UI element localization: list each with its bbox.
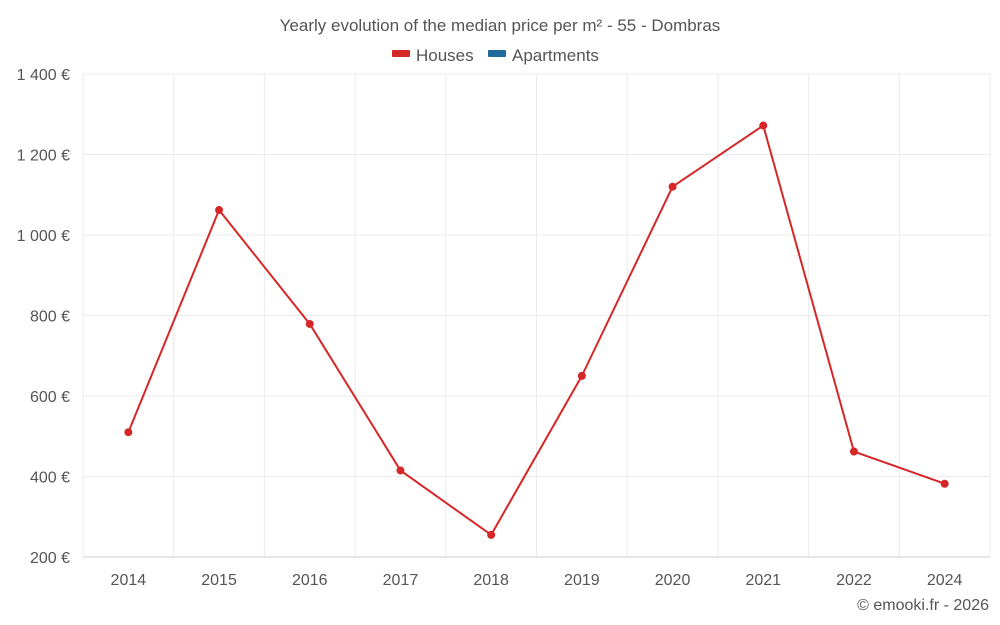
- legend-swatch-apartments: [488, 50, 506, 57]
- data-point[interactable]: [849, 447, 858, 456]
- data-point[interactable]: [396, 466, 405, 475]
- legend-swatch-houses: [392, 50, 410, 57]
- data-point[interactable]: [124, 428, 133, 437]
- x-tick-label: 2021: [745, 572, 781, 589]
- y-tick-label: 1 400 €: [17, 67, 70, 84]
- x-axis: 2014 2015 2016 2017 2018 2019 2020 2021 2022 2024: [83, 556, 990, 589]
- x-tick-label: 2022: [836, 572, 872, 589]
- x-tick-label: 2017: [383, 572, 419, 589]
- credit-text: © emooki.fr - 2026: [857, 597, 989, 614]
- x-tick-label: 2014: [111, 572, 147, 589]
- y-tick-label: 600 €: [30, 389, 70, 406]
- legend-item-apartments[interactable]: Apartments: [488, 46, 599, 65]
- y-tick-label: 1 000 €: [17, 228, 70, 245]
- y-tick-label: 1 200 €: [17, 148, 70, 165]
- x-tick-label: 2024: [927, 572, 963, 589]
- legend-item-houses[interactable]: Houses: [392, 46, 474, 65]
- y-tick-label: 400 €: [30, 470, 70, 487]
- x-tick-label: 2016: [292, 572, 328, 589]
- y-tick-label: 800 €: [30, 309, 70, 326]
- legend: Houses Apartments: [392, 46, 599, 65]
- chart-title: Yearly evolution of the median price per…: [280, 16, 721, 35]
- series-line-houses: [127, 124, 945, 536]
- data-point[interactable]: [759, 121, 768, 130]
- legend-label-houses: Houses: [416, 46, 474, 65]
- series-houses: [124, 121, 949, 539]
- data-point[interactable]: [487, 530, 496, 539]
- grid: [82, 73, 991, 557]
- legend-label-apartments: Apartments: [512, 46, 599, 65]
- data-point[interactable]: [577, 371, 586, 380]
- data-point[interactable]: [940, 479, 949, 488]
- y-axis: 200 € 400 € 600 € 800 € 1 000 € 1 200 € 1 400 …: [17, 67, 70, 567]
- x-tick-label: 2020: [655, 572, 691, 589]
- x-tick-label: 2019: [564, 572, 600, 589]
- x-tick-label: 2015: [201, 572, 237, 589]
- data-point[interactable]: [668, 182, 677, 191]
- x-tick-label: 2018: [473, 572, 509, 589]
- data-point[interactable]: [215, 206, 224, 215]
- y-tick-label: 200 €: [30, 550, 70, 567]
- data-point[interactable]: [305, 319, 314, 328]
